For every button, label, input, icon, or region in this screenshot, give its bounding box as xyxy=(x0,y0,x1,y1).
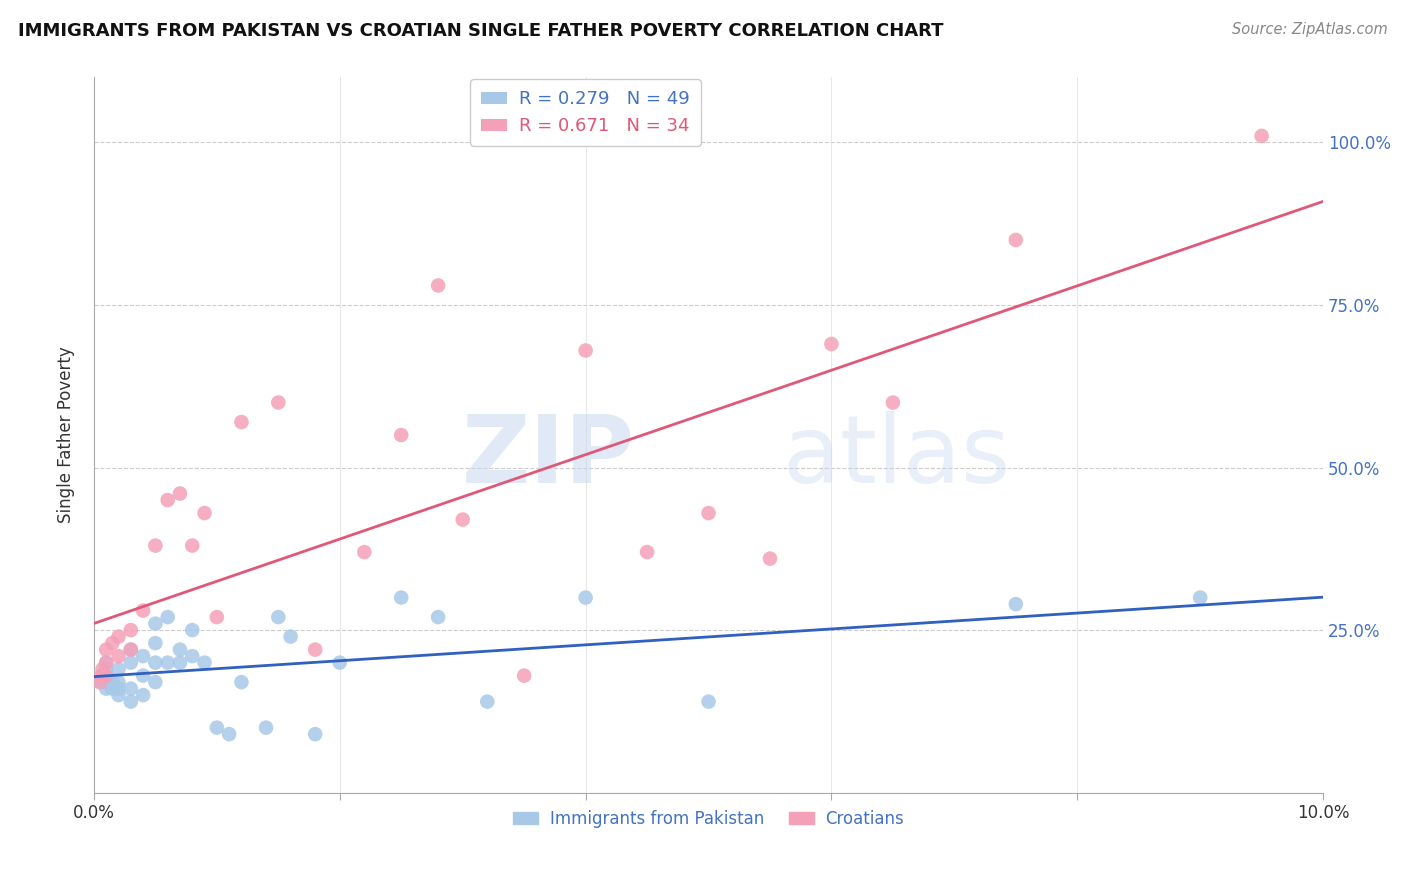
Point xyxy=(181,649,204,664)
Point xyxy=(107,681,129,696)
Point xyxy=(181,623,204,637)
Point xyxy=(513,668,536,682)
Point xyxy=(451,512,474,526)
Point xyxy=(329,656,352,670)
Point xyxy=(145,636,167,650)
Point xyxy=(156,656,179,670)
Point xyxy=(280,630,302,644)
Point xyxy=(132,649,155,664)
Point xyxy=(389,591,412,605)
Point xyxy=(231,415,253,429)
Point xyxy=(107,662,129,676)
Point xyxy=(169,486,191,500)
Point xyxy=(96,656,118,670)
Point xyxy=(107,675,129,690)
Point xyxy=(120,695,142,709)
Point xyxy=(89,675,111,690)
Point xyxy=(231,675,253,690)
Point xyxy=(145,616,167,631)
Point xyxy=(882,395,904,409)
Point xyxy=(145,656,167,670)
Point xyxy=(169,642,191,657)
Point xyxy=(96,662,118,676)
Point xyxy=(91,662,114,676)
Point xyxy=(820,337,842,351)
Point xyxy=(132,668,155,682)
Point xyxy=(205,721,228,735)
Text: Source: ZipAtlas.com: Source: ZipAtlas.com xyxy=(1232,22,1388,37)
Point xyxy=(267,395,290,409)
Point xyxy=(96,681,118,696)
Point xyxy=(697,506,720,520)
Point xyxy=(96,656,118,670)
Point xyxy=(120,623,142,637)
Point xyxy=(304,727,326,741)
Point xyxy=(759,551,782,566)
Point xyxy=(93,668,115,682)
Point xyxy=(90,668,112,682)
Point xyxy=(193,506,215,520)
Point xyxy=(575,591,598,605)
Point xyxy=(304,642,326,657)
Point xyxy=(353,545,375,559)
Point xyxy=(132,688,155,702)
Point xyxy=(389,428,412,442)
Point xyxy=(96,668,118,682)
Point xyxy=(94,675,117,690)
Point xyxy=(89,675,111,690)
Point xyxy=(267,610,290,624)
Point xyxy=(96,675,118,690)
Point xyxy=(101,681,124,696)
Point xyxy=(96,668,118,682)
Point xyxy=(90,675,112,690)
Point xyxy=(107,688,129,702)
Point xyxy=(169,656,191,670)
Point xyxy=(1250,128,1272,143)
Point xyxy=(427,278,450,293)
Point xyxy=(107,630,129,644)
Point xyxy=(156,610,179,624)
Point xyxy=(156,493,179,508)
Point xyxy=(181,539,204,553)
Point xyxy=(1005,597,1028,611)
Legend: Immigrants from Pakistan, Croatians: Immigrants from Pakistan, Croatians xyxy=(506,803,911,834)
Point xyxy=(218,727,240,741)
Point xyxy=(193,656,215,670)
Text: atlas: atlas xyxy=(782,410,1011,502)
Point xyxy=(205,610,228,624)
Text: ZIP: ZIP xyxy=(463,410,634,502)
Point xyxy=(120,642,142,657)
Point xyxy=(120,642,142,657)
Point xyxy=(96,642,118,657)
Text: IMMIGRANTS FROM PAKISTAN VS CROATIAN SINGLE FATHER POVERTY CORRELATION CHART: IMMIGRANTS FROM PAKISTAN VS CROATIAN SIN… xyxy=(18,22,943,40)
Point xyxy=(132,604,155,618)
Point xyxy=(477,695,499,709)
Point xyxy=(1005,233,1028,247)
Point xyxy=(101,636,124,650)
Point xyxy=(145,539,167,553)
Point xyxy=(145,675,167,690)
Point xyxy=(107,649,129,664)
Point xyxy=(697,695,720,709)
Point xyxy=(120,681,142,696)
Point xyxy=(91,668,114,682)
Y-axis label: Single Father Poverty: Single Father Poverty xyxy=(58,347,75,524)
Point xyxy=(636,545,658,559)
Point xyxy=(575,343,598,358)
Point xyxy=(1189,591,1212,605)
Point xyxy=(101,675,124,690)
Point xyxy=(120,656,142,670)
Point xyxy=(254,721,277,735)
Point xyxy=(427,610,450,624)
